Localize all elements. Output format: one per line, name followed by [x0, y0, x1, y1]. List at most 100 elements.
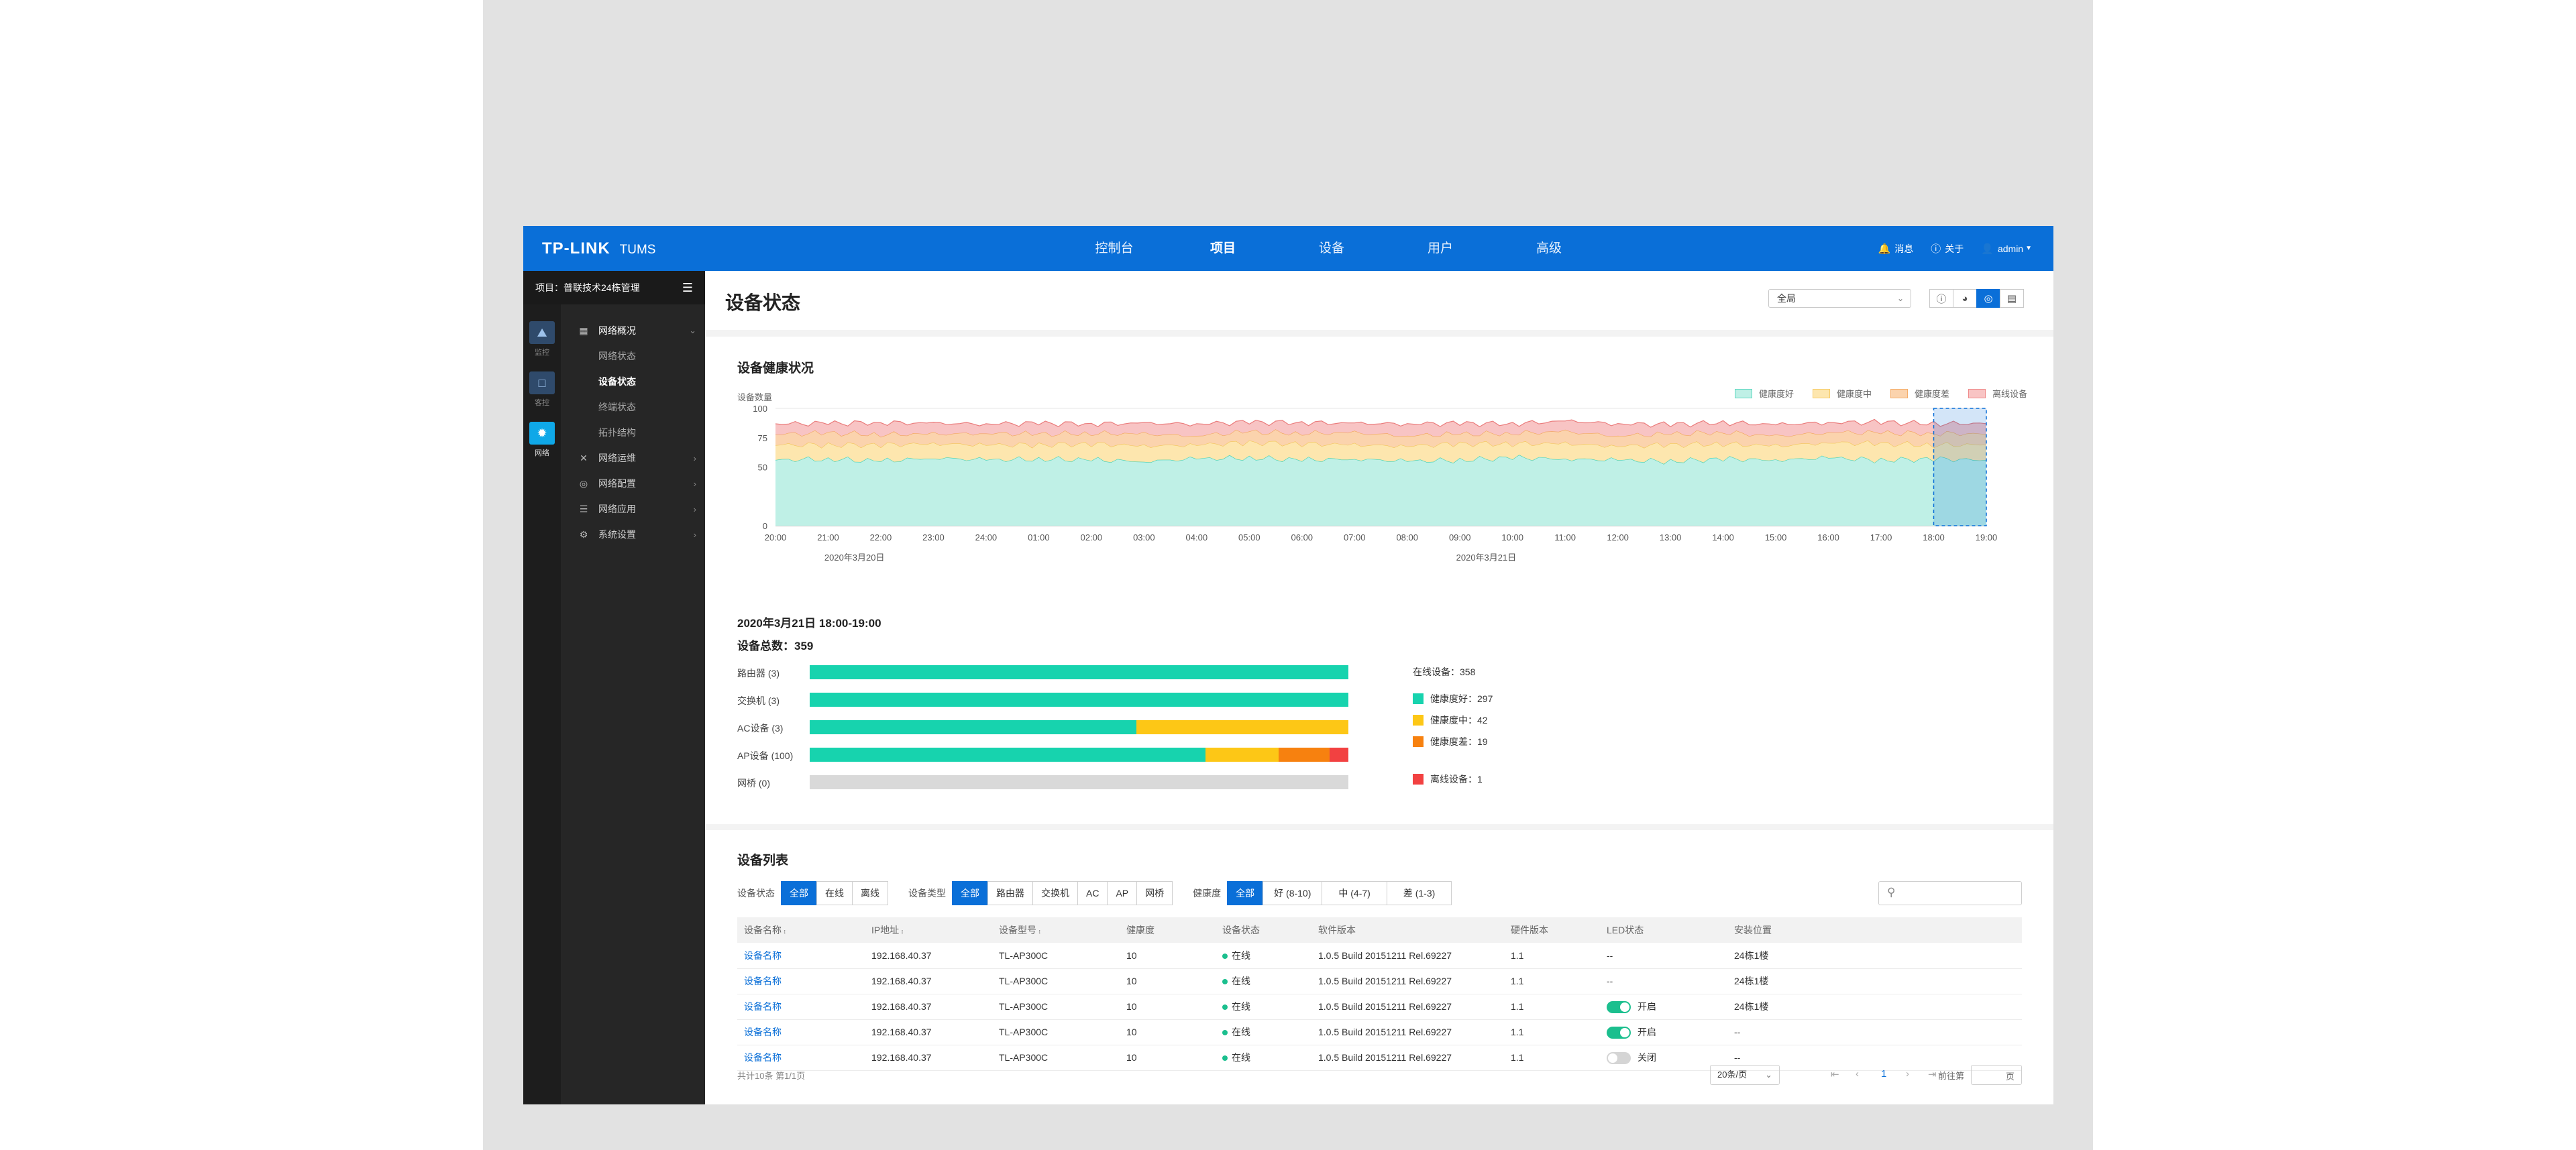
- table-row[interactable]: 设备名称 192.168.40.37 TL-AP300C 10 在线 1.0.5 Buil…: [737, 1019, 2022, 1045]
- type-filter-bridge[interactable]: 网桥: [1136, 881, 1173, 905]
- search-input[interactable]: [1904, 884, 2017, 902]
- device-name-link[interactable]: 设备名称: [737, 1045, 865, 1071]
- last-page-icon[interactable]: ⇥: [1928, 1069, 1937, 1080]
- hardware-cell: 1.1: [1504, 1019, 1600, 1045]
- sidebar-group-ops[interactable]: ✕ 网络运维 ›: [577, 445, 698, 471]
- gauge-view-button[interactable]: ◕: [1953, 289, 1977, 308]
- status-filter-offline[interactable]: 离线: [852, 881, 888, 905]
- status-dot-icon: [1222, 1030, 1228, 1036]
- stat-good: 健康度好：297: [1413, 692, 1587, 705]
- led-toggle[interactable]: [1607, 1001, 1631, 1014]
- led-toggle[interactable]: [1607, 1052, 1631, 1065]
- type-filter-ap[interactable]: AP: [1107, 881, 1138, 905]
- sidebar-item-device-status[interactable]: 设备状态: [598, 376, 636, 387]
- search-icon: ⚲: [1887, 886, 1896, 899]
- nav-device[interactable]: 设备: [1318, 241, 1344, 255]
- sidebar-item-network-status[interactable]: 网络状态: [598, 351, 636, 361]
- next-page-icon[interactable]: ›: [1906, 1068, 1909, 1080]
- sidebar-menu: ▦ 网络概况 ⌄ 网络状态 设备状态 终端状态 拓扑结构 ✕ 网络运维 › ◎ 网络配置 ›…: [577, 318, 698, 547]
- screenshot-backdrop: TP-LINK TUMS 控制台 项目 设备 用户 高级 🔔 消息 ⓘ 关于 👤 adm…: [483, 0, 2093, 1150]
- software-cell: 1.0.5 Build 20151211 Rel.69227: [1311, 1019, 1504, 1045]
- x-tick-label: 07:00: [1344, 532, 1366, 542]
- bar-segment: [810, 665, 1348, 679]
- legend-item[interactable]: 健康度差: [1890, 387, 1949, 400]
- health-cell: 10: [1120, 943, 1216, 969]
- page-size-select[interactable]: 20条/页 ⌄: [1710, 1065, 1780, 1085]
- chevron-down-icon: ⌄: [1765, 1070, 1772, 1080]
- legend-label: 健康度好: [1759, 389, 1794, 399]
- health-filter-good[interactable]: 好 (8-10): [1263, 881, 1323, 905]
- user-menu[interactable]: 👤 admin ▼: [1981, 243, 2032, 255]
- legend-item[interactable]: 健康度中: [1813, 387, 1872, 400]
- location-cell-text: 24栋1楼: [1734, 950, 1769, 961]
- device-name-link[interactable]: 设备名称: [737, 1019, 865, 1045]
- rail-monitor[interactable]: ⛰ 监控: [529, 321, 555, 357]
- type-filter-router[interactable]: 路由器: [987, 881, 1033, 905]
- goto-page-input[interactable]: 页: [1971, 1065, 2022, 1085]
- status-cell: 在线: [1216, 1045, 1311, 1071]
- caret-down-icon: ▼: [2025, 245, 2032, 252]
- about-button[interactable]: ⓘ 关于: [1931, 241, 1964, 255]
- col-status: 设备状态: [1216, 917, 1311, 943]
- device-name-link[interactable]: 设备名称: [737, 994, 865, 1020]
- sidebar-group-overview[interactable]: ▦ 网络概况 ⌄: [577, 318, 698, 343]
- menu-toggle-icon[interactable]: ☰: [682, 281, 693, 294]
- health-filter-mid[interactable]: 中 (4-7): [1322, 881, 1387, 905]
- legend-item[interactable]: 离线设备: [1968, 387, 2027, 400]
- col-name[interactable]: 设备名称 ↕: [737, 917, 865, 943]
- col-model[interactable]: 设备型号 ↕: [992, 917, 1120, 943]
- nav-project[interactable]: 项目: [1210, 241, 1236, 255]
- type-filter-switch[interactable]: 交换机: [1032, 881, 1078, 905]
- col-ip-label: IP地址: [871, 925, 900, 935]
- table-row[interactable]: 设备名称 192.168.40.37 TL-AP300C 10 在线 1.0.5 Buil…: [737, 943, 2022, 969]
- page-number[interactable]: 1: [1881, 1068, 1887, 1080]
- first-page-icon[interactable]: ⇤: [1831, 1069, 1839, 1080]
- info-view-button[interactable]: ⓘ: [1929, 289, 1953, 308]
- location-cell-text: --: [1734, 1027, 1741, 1037]
- nav-advanced[interactable]: 高级: [1536, 241, 1562, 255]
- network-icon: ✹: [529, 422, 555, 445]
- x-tick-label: 12:00: [1607, 532, 1629, 542]
- page-header: 设备状态 全局 ⌄ ⓘ ◕ ◎ ▤: [705, 271, 2053, 330]
- sidebar-item-terminal-status[interactable]: 终端状态: [598, 402, 636, 412]
- nav-console[interactable]: 控制台: [1095, 241, 1134, 255]
- messages-button[interactable]: 🔔 消息: [1878, 242, 1914, 255]
- scope-select[interactable]: 全局 ⌄: [1768, 289, 1911, 308]
- table-row[interactable]: 设备名称 192.168.40.37 TL-AP300C 10 在线 1.0.5 Buil…: [737, 968, 2022, 994]
- sidebar-group-system[interactable]: ⚙ 系统设置 ›: [577, 522, 698, 547]
- main-content: 设备状态 全局 ⌄ ⓘ ◕ ◎ ▤ 设备健康状况 设备数量 健康度好 健康度中 健康度…: [705, 271, 2053, 1104]
- device-name-link[interactable]: 设备名称: [737, 943, 865, 969]
- sidebar-item-topology[interactable]: 拓扑结构: [598, 427, 636, 438]
- health-filter-bad[interactable]: 差 (1-3): [1386, 881, 1452, 905]
- globe-icon: ◎: [579, 477, 588, 489]
- rail-guest[interactable]: □ 客控: [529, 371, 555, 408]
- legend-label: 离线设备: [1992, 389, 2028, 399]
- device-name-link[interactable]: 设备名称: [737, 968, 865, 994]
- type-filter-all[interactable]: 全部: [952, 881, 988, 905]
- device-name-link-text: 设备名称: [744, 950, 782, 961]
- status-filter-all[interactable]: 全部: [781, 881, 817, 905]
- health-filter-all[interactable]: 全部: [1227, 881, 1264, 905]
- toggle-knob: [1608, 1053, 1617, 1063]
- rail-network[interactable]: ✹ 网络: [529, 422, 555, 458]
- location-cell-text: --: [1734, 1052, 1741, 1063]
- building-icon: □: [529, 371, 555, 394]
- legend-item[interactable]: 健康度好: [1735, 387, 1794, 400]
- chevron-right-icon: ›: [693, 478, 696, 489]
- status-filter-online[interactable]: 在线: [816, 881, 853, 905]
- health-view-button[interactable]: ◎: [1976, 289, 2000, 308]
- type-filter-ac[interactable]: AC: [1077, 881, 1108, 905]
- led-toggle[interactable]: [1607, 1027, 1631, 1039]
- sidebar-group-label: 网络运维: [598, 453, 636, 463]
- sidebar-group-apps[interactable]: ☰ 网络应用 ›: [577, 496, 698, 522]
- stat-offline-text: 离线设备：1: [1430, 774, 1483, 785]
- goto-label: 前往第: [1938, 1071, 1965, 1081]
- bar-row: AC设备 (3): [737, 720, 1348, 735]
- bad-swatch: [1413, 736, 1424, 747]
- calendar-view-button[interactable]: ▤: [2000, 289, 2024, 308]
- prev-page-icon[interactable]: ‹: [1856, 1068, 1859, 1080]
- table-row[interactable]: 设备名称 192.168.40.37 TL-AP300C 10 在线 1.0.5 Buil…: [737, 994, 2022, 1020]
- nav-user[interactable]: 用户: [1427, 241, 1453, 255]
- sidebar-group-config[interactable]: ◎ 网络配置 ›: [577, 471, 698, 496]
- col-ip[interactable]: IP地址 ↕: [865, 917, 992, 943]
